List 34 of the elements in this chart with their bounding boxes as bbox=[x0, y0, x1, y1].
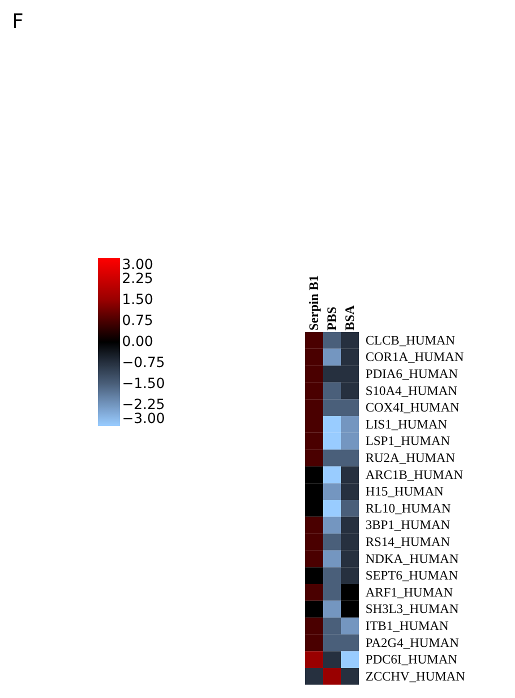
y-tick-label: NDKA_HUMAN bbox=[366, 550, 460, 566]
x-tick-label: PBS bbox=[324, 306, 339, 330]
y-tick-label: SEPT6_HUMAN bbox=[366, 568, 459, 583]
y-tick-label: RU2A_HUMAN bbox=[366, 450, 456, 465]
color-bar-label: 0.00 bbox=[122, 334, 154, 350]
y-tick-label: COR1A_HUMAN bbox=[366, 349, 464, 364]
y-tick-label: COX4I_HUMAN bbox=[366, 400, 460, 415]
y-tick-label: LSP1_HUMAN bbox=[366, 433, 451, 448]
y-tick-label: 3BP1_HUMAN bbox=[366, 517, 451, 532]
color-bar-label: 0.75 bbox=[122, 313, 154, 329]
y-tick-label: PDIA6_HUMAN bbox=[366, 366, 459, 381]
y-tick-label: ITB1_HUMAN bbox=[366, 618, 450, 633]
color-bar-label: 2.25 bbox=[122, 271, 154, 287]
x-tick-label: BSA bbox=[342, 304, 357, 330]
color-bar-label: −1.50 bbox=[122, 376, 165, 392]
y-tick-label: CLCB_HUMAN bbox=[366, 332, 456, 348]
y-tick-label: PDC6I_HUMAN bbox=[366, 652, 458, 667]
color-bar-label: −0.75 bbox=[122, 355, 165, 371]
y-tick-label: SH3L3_HUMAN bbox=[366, 601, 460, 616]
y-tick-label: RS14_HUMAN bbox=[366, 534, 451, 549]
color-bar-label: −2.25 bbox=[122, 397, 165, 413]
color-bar-label: −3.00 bbox=[122, 411, 165, 427]
y-tick-label: ARF1_HUMAN bbox=[366, 584, 454, 600]
x-tick-label: Serpin B1 bbox=[306, 275, 321, 330]
y-tick-label: PA2G4_HUMAN bbox=[366, 634, 460, 650]
y-tick-label: ZCCHV_HUMAN bbox=[366, 668, 466, 684]
y-tick-label: ARC1B_HUMAN bbox=[366, 466, 464, 482]
y-tick-label: S10A4_HUMAN bbox=[366, 382, 458, 398]
y-tick-label: LIS1_HUMAN bbox=[366, 416, 448, 432]
y-tick-label: RL10_HUMAN bbox=[366, 500, 452, 516]
color-bar-label: 1.50 bbox=[122, 292, 154, 308]
y-tick-label: H15_HUMAN bbox=[366, 484, 444, 499]
text: F bbox=[12, 9, 24, 33]
color-bar-label: 3.00 bbox=[122, 257, 154, 273]
